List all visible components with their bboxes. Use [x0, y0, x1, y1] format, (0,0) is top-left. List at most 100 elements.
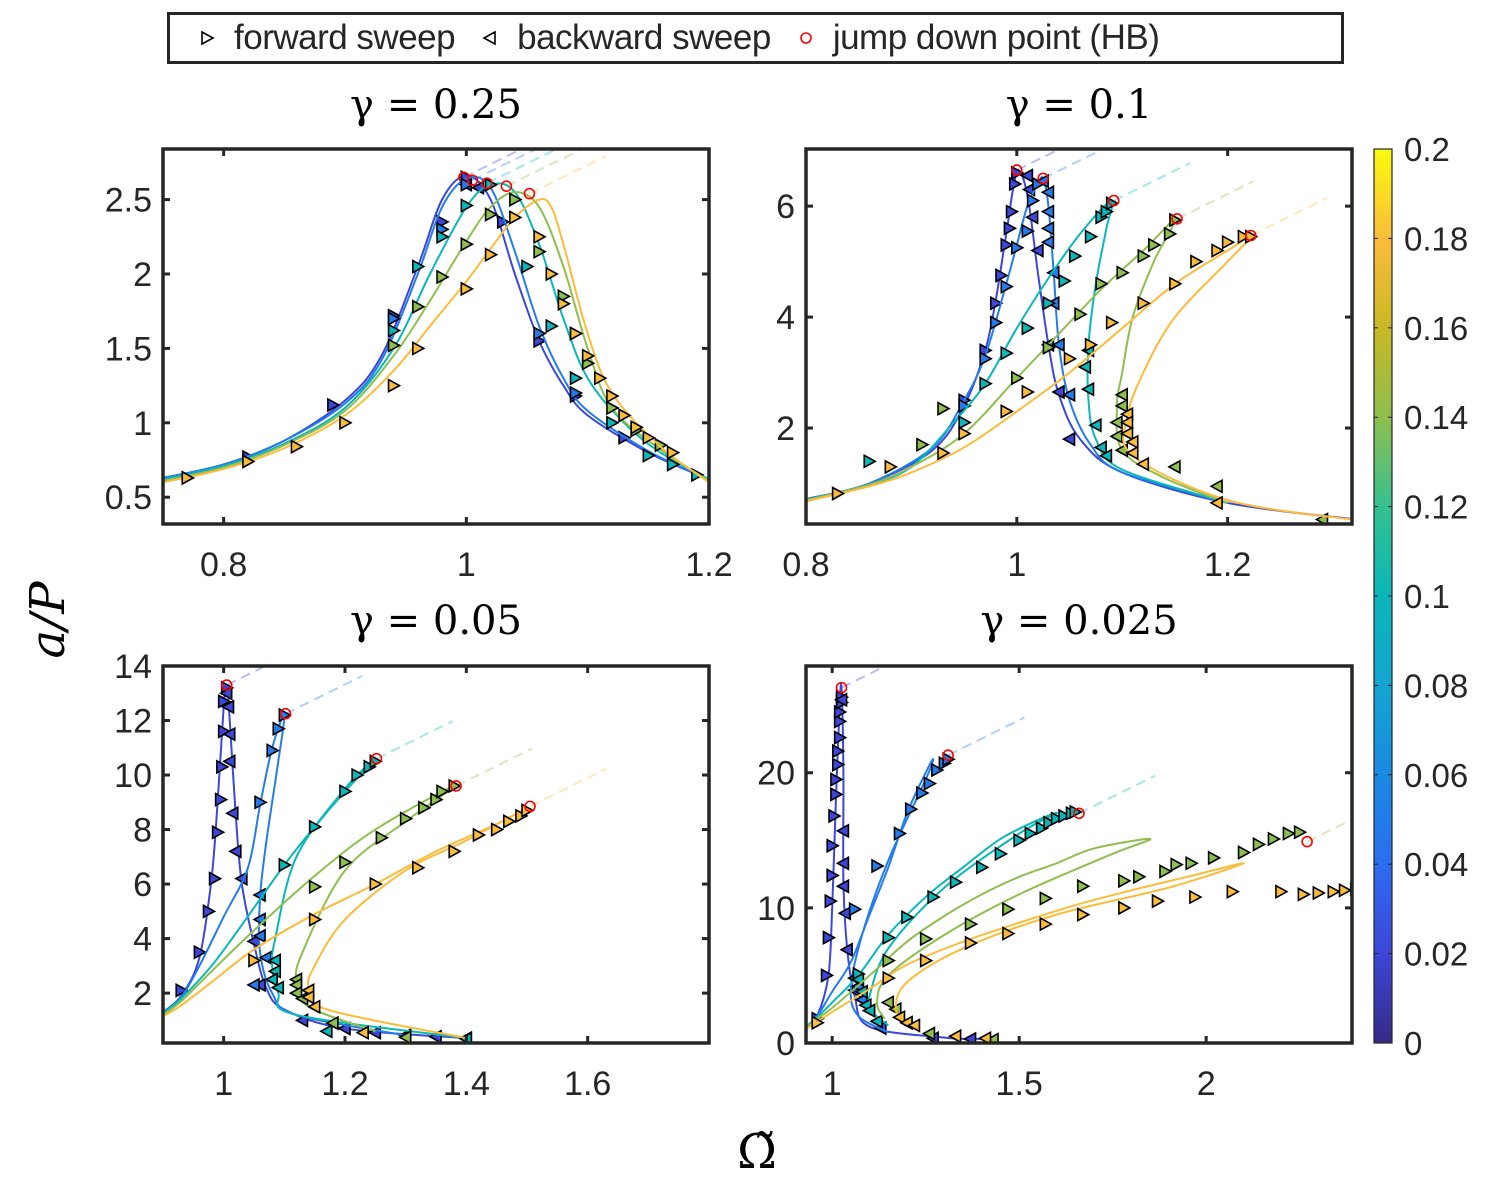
forward-sweep-marker — [339, 784, 353, 799]
forward-sweep-marker — [387, 311, 402, 326]
series-0.1 — [806, 162, 1228, 504]
forward-sweep-marker — [1151, 893, 1166, 909]
forward-sweep-marker — [882, 970, 896, 986]
forward-sweep-marker — [472, 827, 487, 843]
forward-sweep-marker — [1076, 907, 1091, 922]
forward-sweep-marker — [411, 860, 426, 876]
forward-sweep-marker — [1042, 295, 1057, 311]
forward-sweep-marker — [436, 784, 450, 799]
colorbar-tick-label: 0.1 — [1404, 578, 1450, 615]
x-tick-label: 1 — [214, 1065, 233, 1103]
forward-sweep-marker — [975, 859, 990, 875]
colorbar-tick-label: 0.14 — [1404, 399, 1468, 436]
forward-sweep-marker — [994, 846, 1009, 862]
series-0.02 — [806, 149, 1352, 520]
forward-sweep-marker — [278, 857, 293, 873]
forward-sweep-marker — [1137, 248, 1151, 264]
legend-item-forward-sweep: forward sweep — [192, 18, 456, 58]
backward-sweep-marker — [325, 1015, 339, 1031]
backward-sweep-marker — [222, 726, 236, 742]
jump-down-point — [1073, 807, 1085, 820]
forward-sweep-marker — [958, 415, 972, 430]
y-tick-label: 2.5 — [105, 182, 152, 220]
forward-sweep-marker — [1275, 884, 1289, 900]
jump-down-point — [466, 174, 479, 187]
x-tick-label: 1.5 — [996, 1065, 1043, 1103]
forward-sweep-marker — [826, 838, 840, 854]
forward-sweep-marker — [569, 326, 584, 341]
series-0.18 — [806, 197, 1352, 521]
plot-area — [806, 149, 1352, 524]
forward-sweep-marker — [1237, 845, 1252, 860]
backward-sweep-marker — [306, 999, 321, 1015]
unstable-branch-line — [947, 716, 1025, 757]
forward-sweep-marker — [1050, 811, 1065, 827]
forward-sweep-marker — [254, 794, 268, 810]
jump-down-point — [220, 679, 233, 691]
forward-sweep-marker — [901, 909, 915, 925]
forward-sweep-marker — [1076, 878, 1091, 894]
forward-sweep-marker — [831, 743, 846, 759]
jump-down-point — [1171, 213, 1183, 225]
unstable-branch-line — [529, 767, 607, 808]
backward-sweep-marker — [1051, 337, 1065, 353]
response-curve — [163, 175, 709, 481]
forward-sweep-marker — [1002, 926, 1016, 941]
forward-sweep-marker — [1084, 337, 1099, 353]
backward-sweep-marker — [220, 699, 235, 715]
backward-sweep-marker — [880, 995, 895, 1010]
forward-sweep-marker — [448, 844, 462, 859]
backward-sweep-marker — [222, 754, 236, 769]
forward-sweep-marker — [989, 295, 1004, 311]
forward-sweep-marker — [1000, 237, 1014, 253]
forward-sweep-marker — [569, 385, 584, 401]
forward-sweep-marker — [490, 822, 505, 837]
forward-sweep-marker — [557, 296, 572, 312]
forward-sweep-marker — [833, 704, 848, 720]
y-tick-label: 20 — [757, 755, 795, 793]
forward-sweep-marker — [1068, 248, 1083, 264]
series-0.14 — [806, 180, 1329, 524]
forward-sweep-marker — [509, 210, 523, 225]
unstable-branch-line — [1250, 197, 1328, 237]
forward-sweep-marker — [884, 459, 898, 475]
jump-down-point — [524, 800, 536, 813]
y-tick-label: 0.5 — [105, 479, 152, 517]
backward-sweep-marker — [252, 887, 266, 903]
forward-sweep-marker — [545, 266, 559, 282]
forward-sweep-marker — [202, 903, 217, 919]
forward-sweep-marker — [217, 694, 232, 709]
jump-down-point — [523, 187, 536, 200]
y-axis-label: a/P — [20, 581, 76, 659]
forward-sweep-marker — [1008, 176, 1023, 192]
forward-sweep-marker — [606, 388, 620, 404]
forward-sweep-marker — [642, 448, 657, 463]
forward-sweep-marker — [418, 800, 432, 816]
series-0.02 — [163, 149, 709, 486]
forward-sweep-marker — [1058, 808, 1072, 824]
series-0.05 — [163, 149, 709, 481]
forward-sweep-marker — [387, 378, 402, 393]
forward-sweep-marker — [502, 814, 517, 829]
forward-sweep-marker — [919, 931, 934, 947]
y-tick-label: 12 — [114, 703, 152, 741]
response-curve — [806, 811, 1059, 1029]
backward-sweep-marker — [288, 985, 303, 1001]
response-curve — [806, 862, 1245, 1030]
forward-sweep-marker — [630, 419, 644, 435]
backward-sweep-marker — [1040, 204, 1055, 220]
forward-sweep-marker — [375, 830, 390, 846]
unstable-branch-line — [528, 155, 607, 195]
colorbar-tick-label: 0.18 — [1404, 220, 1468, 257]
backward-sweep-marker — [1119, 426, 1134, 441]
x-tick-label: 1.2 — [321, 1065, 368, 1103]
forward-sweep-marker — [411, 259, 426, 274]
backward-sweep-marker — [228, 844, 242, 859]
forward-sweep-marker — [1237, 229, 1252, 244]
y-tick-label: 8 — [133, 812, 152, 850]
forward-sweep-marker — [1026, 193, 1041, 208]
y-tick-label: 1.5 — [105, 330, 152, 368]
backward-sweep-marker — [906, 1018, 921, 1033]
unstable-branch-line — [841, 666, 888, 689]
backward-sweep-marker — [947, 1028, 962, 1043]
